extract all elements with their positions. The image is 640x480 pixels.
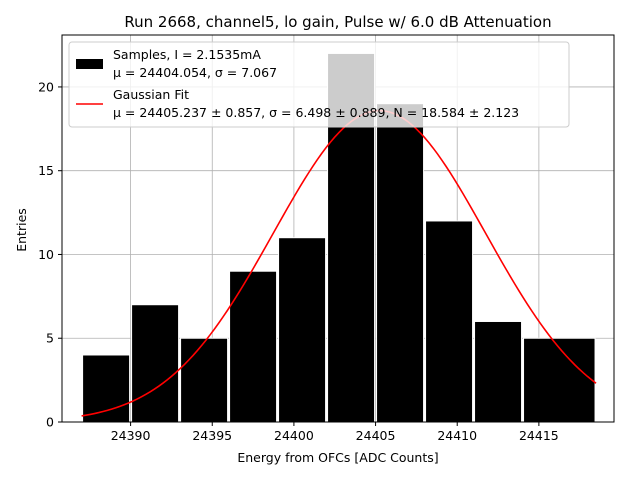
x-tick-label: 24405 bbox=[356, 428, 396, 443]
histogram-bar bbox=[278, 237, 327, 423]
x-axis-ticks: 24390 24395 24400 24405 24410 24415 bbox=[111, 422, 559, 443]
histogram-bar bbox=[425, 220, 474, 423]
histogram-bar bbox=[180, 337, 229, 423]
y-tick-label: 0 bbox=[46, 415, 54, 430]
x-tick-label: 24390 bbox=[111, 428, 151, 443]
legend-samples-stats: μ = 24404.054, σ = 7.067 bbox=[113, 65, 277, 80]
legend: Samples, I = 2.1535mA μ = 24404.054, σ =… bbox=[68, 41, 570, 128]
legend-fit-stats: μ = 24405.237 ± 0.857, σ = 6.498 ± 0.889… bbox=[113, 105, 519, 120]
legend-samples-label: Samples, I = 2.1535mA bbox=[113, 47, 261, 62]
gaussian-fit-curve bbox=[81, 109, 597, 417]
x-tick-label: 24400 bbox=[274, 428, 314, 443]
y-tick-label: 15 bbox=[38, 163, 54, 178]
histogram-bar bbox=[376, 103, 425, 423]
legend-samples-swatch bbox=[76, 59, 103, 69]
histogram-bar bbox=[82, 354, 131, 423]
histogram-bar bbox=[131, 304, 180, 423]
y-tick-label: 5 bbox=[46, 331, 54, 346]
x-tick-label: 24410 bbox=[437, 428, 477, 443]
histogram-bar bbox=[523, 337, 596, 423]
x-axis-label: Energy from OFCs [ADC Counts] bbox=[237, 450, 438, 465]
plot-frame bbox=[61, 34, 615, 423]
y-axis-ticks: 0 5 10 15 20 bbox=[38, 79, 62, 430]
y-tick-label: 20 bbox=[38, 79, 54, 94]
legend-fit-label: Gaussian Fit bbox=[113, 87, 189, 102]
histogram-bar bbox=[229, 270, 278, 423]
y-axis-label: Entries bbox=[14, 208, 29, 252]
x-tick-label: 24395 bbox=[192, 428, 232, 443]
chart-title: Run 2668, channel5, lo gain, Pulse w/ 6.… bbox=[124, 13, 551, 31]
histogram-bars bbox=[82, 52, 596, 423]
y-tick-label: 10 bbox=[38, 247, 54, 262]
legend-box bbox=[68, 41, 570, 128]
histogram-bar bbox=[474, 320, 523, 423]
x-tick-label: 24415 bbox=[519, 428, 559, 443]
